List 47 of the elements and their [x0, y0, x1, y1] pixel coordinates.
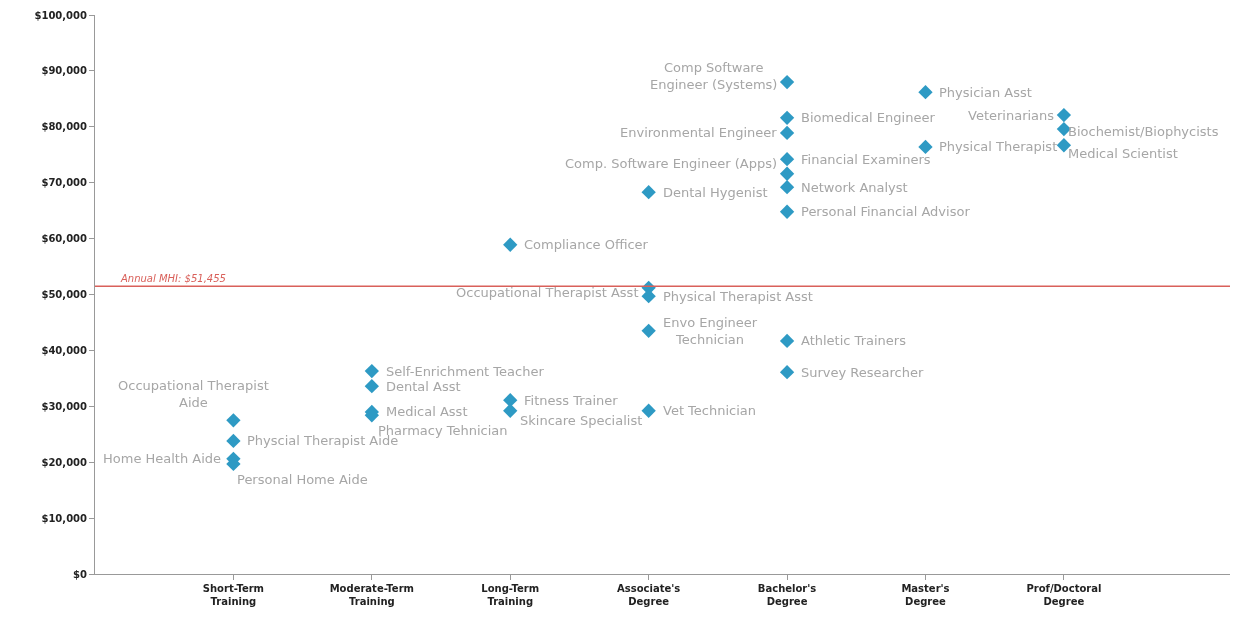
x-tick-label: Master's Degree: [901, 583, 950, 607]
annotation: Envo Engineer Technician: [663, 315, 758, 347]
x-tick-label: Bachelor's Degree: [757, 583, 817, 607]
x-tick-label: Prof/Doctoral Degree: [1026, 583, 1102, 607]
ref-line-label: Annual MHI: $51,455: [120, 273, 226, 284]
annotation: Vet Technician: [663, 403, 757, 418]
annotation: Physical Therapist: [939, 139, 1058, 154]
annotation: Athletic Trainers: [801, 333, 907, 348]
annotation: Occupational Therapist Asst: [456, 285, 639, 300]
annotation: Home Health Aide: [103, 451, 222, 466]
x-tick-label: Short-Term Training: [202, 583, 265, 607]
annotation: Personal Financial Advisor: [801, 204, 971, 219]
annotation: Occupational Therapist Aide: [118, 378, 269, 410]
annotation: Environmental Engineer: [620, 125, 778, 140]
y-tick-label: $70,000: [41, 177, 88, 189]
annotation: Comp Software Engineer (Systems): [650, 60, 778, 92]
annotation: Compliance Officer: [524, 237, 649, 252]
annotation: Personal Home Aide: [237, 472, 368, 487]
y-tick-label: $80,000: [41, 121, 88, 133]
annotation: Fitness Trainer: [524, 393, 619, 408]
annotation: Self-Enrichment Teacher: [386, 364, 545, 379]
annotation: Dental Asst: [386, 379, 461, 394]
y-tick-label: $30,000: [41, 400, 88, 412]
annotation: Network Analyst: [801, 180, 908, 195]
annotation: Physical Therapist Asst: [663, 289, 813, 304]
annotation: Dental Hygenist: [663, 185, 768, 200]
y-tick-label: $50,000: [41, 289, 88, 300]
annotation: Skincare Specialist: [520, 413, 643, 428]
annotation: Physician Asst: [939, 85, 1032, 100]
annotation: Medical Asst: [386, 404, 468, 419]
annotation: Biomedical Engineer: [801, 110, 936, 125]
y-tick-label: $10,000: [41, 512, 88, 524]
y-tick-label: $0: [73, 568, 88, 580]
annotation: Financial Examiners: [801, 152, 931, 167]
y-tick-label: $20,000: [41, 456, 88, 468]
y-tick-label: $40,000: [41, 344, 88, 356]
y-tick-label: $60,000: [41, 233, 88, 245]
x-tick-label: Associate's Degree: [617, 583, 681, 607]
x-tick-label: Moderate-Term Training: [329, 583, 414, 607]
annotation: Biochemist/Biophycists: [1068, 124, 1219, 139]
annotation: Veterinarians: [968, 108, 1055, 123]
x-tick-label: Long-Term Training: [481, 583, 540, 607]
annotation: Comp. Software Engineer (Apps): [565, 156, 777, 171]
y-tick-label: $90,000: [41, 65, 88, 77]
y-tick-label: $100,000: [34, 9, 88, 21]
annotation: Survey Researcher: [801, 365, 924, 380]
annotation: Medical Scientist: [1068, 146, 1178, 161]
